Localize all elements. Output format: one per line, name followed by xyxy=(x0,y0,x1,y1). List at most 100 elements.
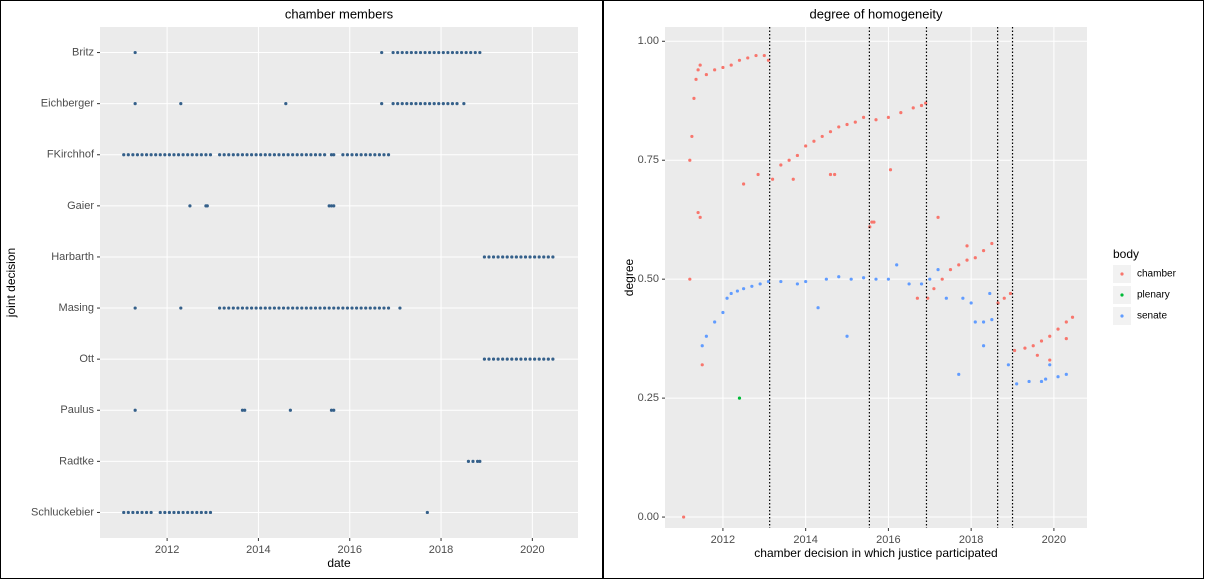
point xyxy=(505,357,509,361)
point xyxy=(861,115,866,119)
point xyxy=(304,306,308,310)
point xyxy=(957,263,961,267)
point xyxy=(309,153,313,157)
point xyxy=(519,357,523,361)
point xyxy=(725,296,729,300)
point xyxy=(272,153,276,157)
point xyxy=(523,357,528,361)
point xyxy=(824,277,828,281)
point xyxy=(981,249,986,253)
point xyxy=(1039,339,1044,343)
point xyxy=(281,153,286,157)
point xyxy=(126,510,130,515)
point xyxy=(231,306,235,310)
legend-label: chamber xyxy=(1137,269,1177,280)
point xyxy=(533,255,537,259)
point xyxy=(131,510,135,515)
y-tick-label: 0.00 xyxy=(638,511,659,523)
point xyxy=(318,153,322,157)
point xyxy=(1023,346,1027,350)
point xyxy=(754,53,758,58)
point xyxy=(359,153,363,157)
point xyxy=(133,50,137,55)
point xyxy=(204,510,208,515)
point xyxy=(519,255,523,259)
point xyxy=(188,204,192,208)
point xyxy=(1048,334,1052,338)
point xyxy=(505,255,509,259)
point xyxy=(924,101,928,105)
point xyxy=(259,306,263,310)
point xyxy=(1056,375,1060,379)
point xyxy=(704,334,708,338)
point xyxy=(254,306,258,310)
point xyxy=(1064,372,1068,376)
point xyxy=(762,53,766,58)
point xyxy=(243,408,247,412)
point xyxy=(742,287,746,291)
point xyxy=(729,63,733,67)
point xyxy=(368,153,372,157)
point xyxy=(195,153,199,157)
point xyxy=(400,50,404,55)
point xyxy=(158,510,162,515)
point xyxy=(327,306,331,310)
point xyxy=(441,50,445,55)
point xyxy=(981,320,986,324)
point xyxy=(414,102,418,106)
point xyxy=(737,58,742,62)
point xyxy=(1035,353,1039,357)
point xyxy=(523,255,528,259)
point xyxy=(478,50,482,55)
point xyxy=(514,255,518,259)
point xyxy=(446,50,450,55)
point xyxy=(218,306,222,310)
members-panel: 2012 2014 2016 2018 2020 chamber members date j… xyxy=(4,6,578,570)
point xyxy=(332,153,336,157)
point xyxy=(179,306,183,310)
point xyxy=(396,102,400,106)
y-tick-label: Masing xyxy=(59,302,94,314)
y-tick-label: Schluckebier xyxy=(31,506,94,518)
point xyxy=(158,153,162,157)
point xyxy=(820,134,824,139)
x-tick-label: 2020 xyxy=(1042,534,1066,546)
point xyxy=(721,310,725,315)
point xyxy=(750,284,754,288)
point xyxy=(354,306,359,310)
point xyxy=(1031,344,1035,348)
y-tick-label: Harbarth xyxy=(51,251,94,263)
point xyxy=(510,255,514,259)
point xyxy=(464,50,468,55)
point xyxy=(291,306,295,310)
x-tick-label: 2016 xyxy=(337,544,361,556)
point xyxy=(1027,379,1031,384)
point xyxy=(208,153,213,157)
point xyxy=(455,50,459,55)
plot-background xyxy=(100,27,578,538)
point xyxy=(1015,382,1019,386)
point xyxy=(713,320,717,324)
point xyxy=(861,276,866,280)
point xyxy=(336,306,340,310)
point xyxy=(249,153,254,157)
point xyxy=(345,306,350,310)
point xyxy=(475,459,480,463)
point xyxy=(281,306,286,310)
point xyxy=(542,357,546,361)
point xyxy=(688,158,692,162)
point xyxy=(895,263,899,267)
x-tick-label: 2020 xyxy=(520,544,544,556)
point xyxy=(981,344,986,348)
point xyxy=(172,153,176,157)
point xyxy=(872,220,876,224)
point xyxy=(423,50,427,55)
point xyxy=(364,153,368,157)
point xyxy=(195,510,199,515)
point xyxy=(291,153,295,157)
point xyxy=(409,50,413,55)
point xyxy=(546,357,550,361)
y-tick-label: Paulus xyxy=(60,404,94,416)
point xyxy=(179,102,183,106)
point xyxy=(254,153,258,157)
